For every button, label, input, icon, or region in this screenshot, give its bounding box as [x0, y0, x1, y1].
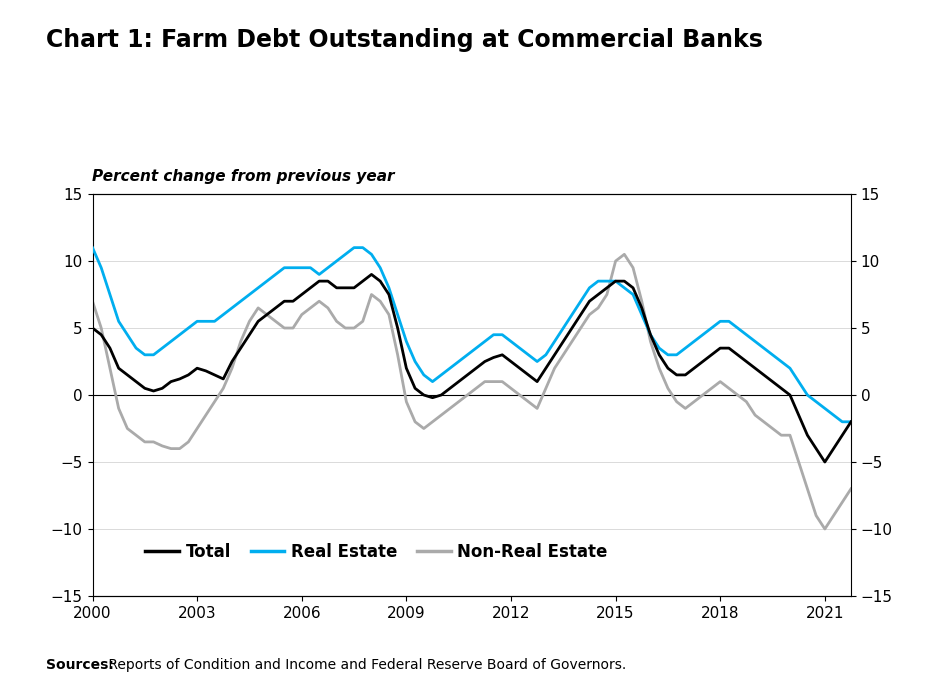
Text: Percent change from previous year: Percent change from previous year — [92, 168, 395, 184]
Legend: Total, Real Estate, Non-Real Estate: Total, Real Estate, Non-Real Estate — [139, 536, 614, 568]
Text: Sources: Reports of Condition and Income and Federal Reserve Board of Governors.: Sources: Reports of Condition and Income… — [46, 658, 628, 672]
Text: Chart 1: Farm Debt Outstanding at Commercial Banks: Chart 1: Farm Debt Outstanding at Commer… — [46, 28, 763, 52]
Text: Sources:: Sources: — [46, 658, 114, 672]
Text: Reports of Condition and Income and Federal Reserve Board of Governors.: Reports of Condition and Income and Fede… — [104, 658, 626, 672]
